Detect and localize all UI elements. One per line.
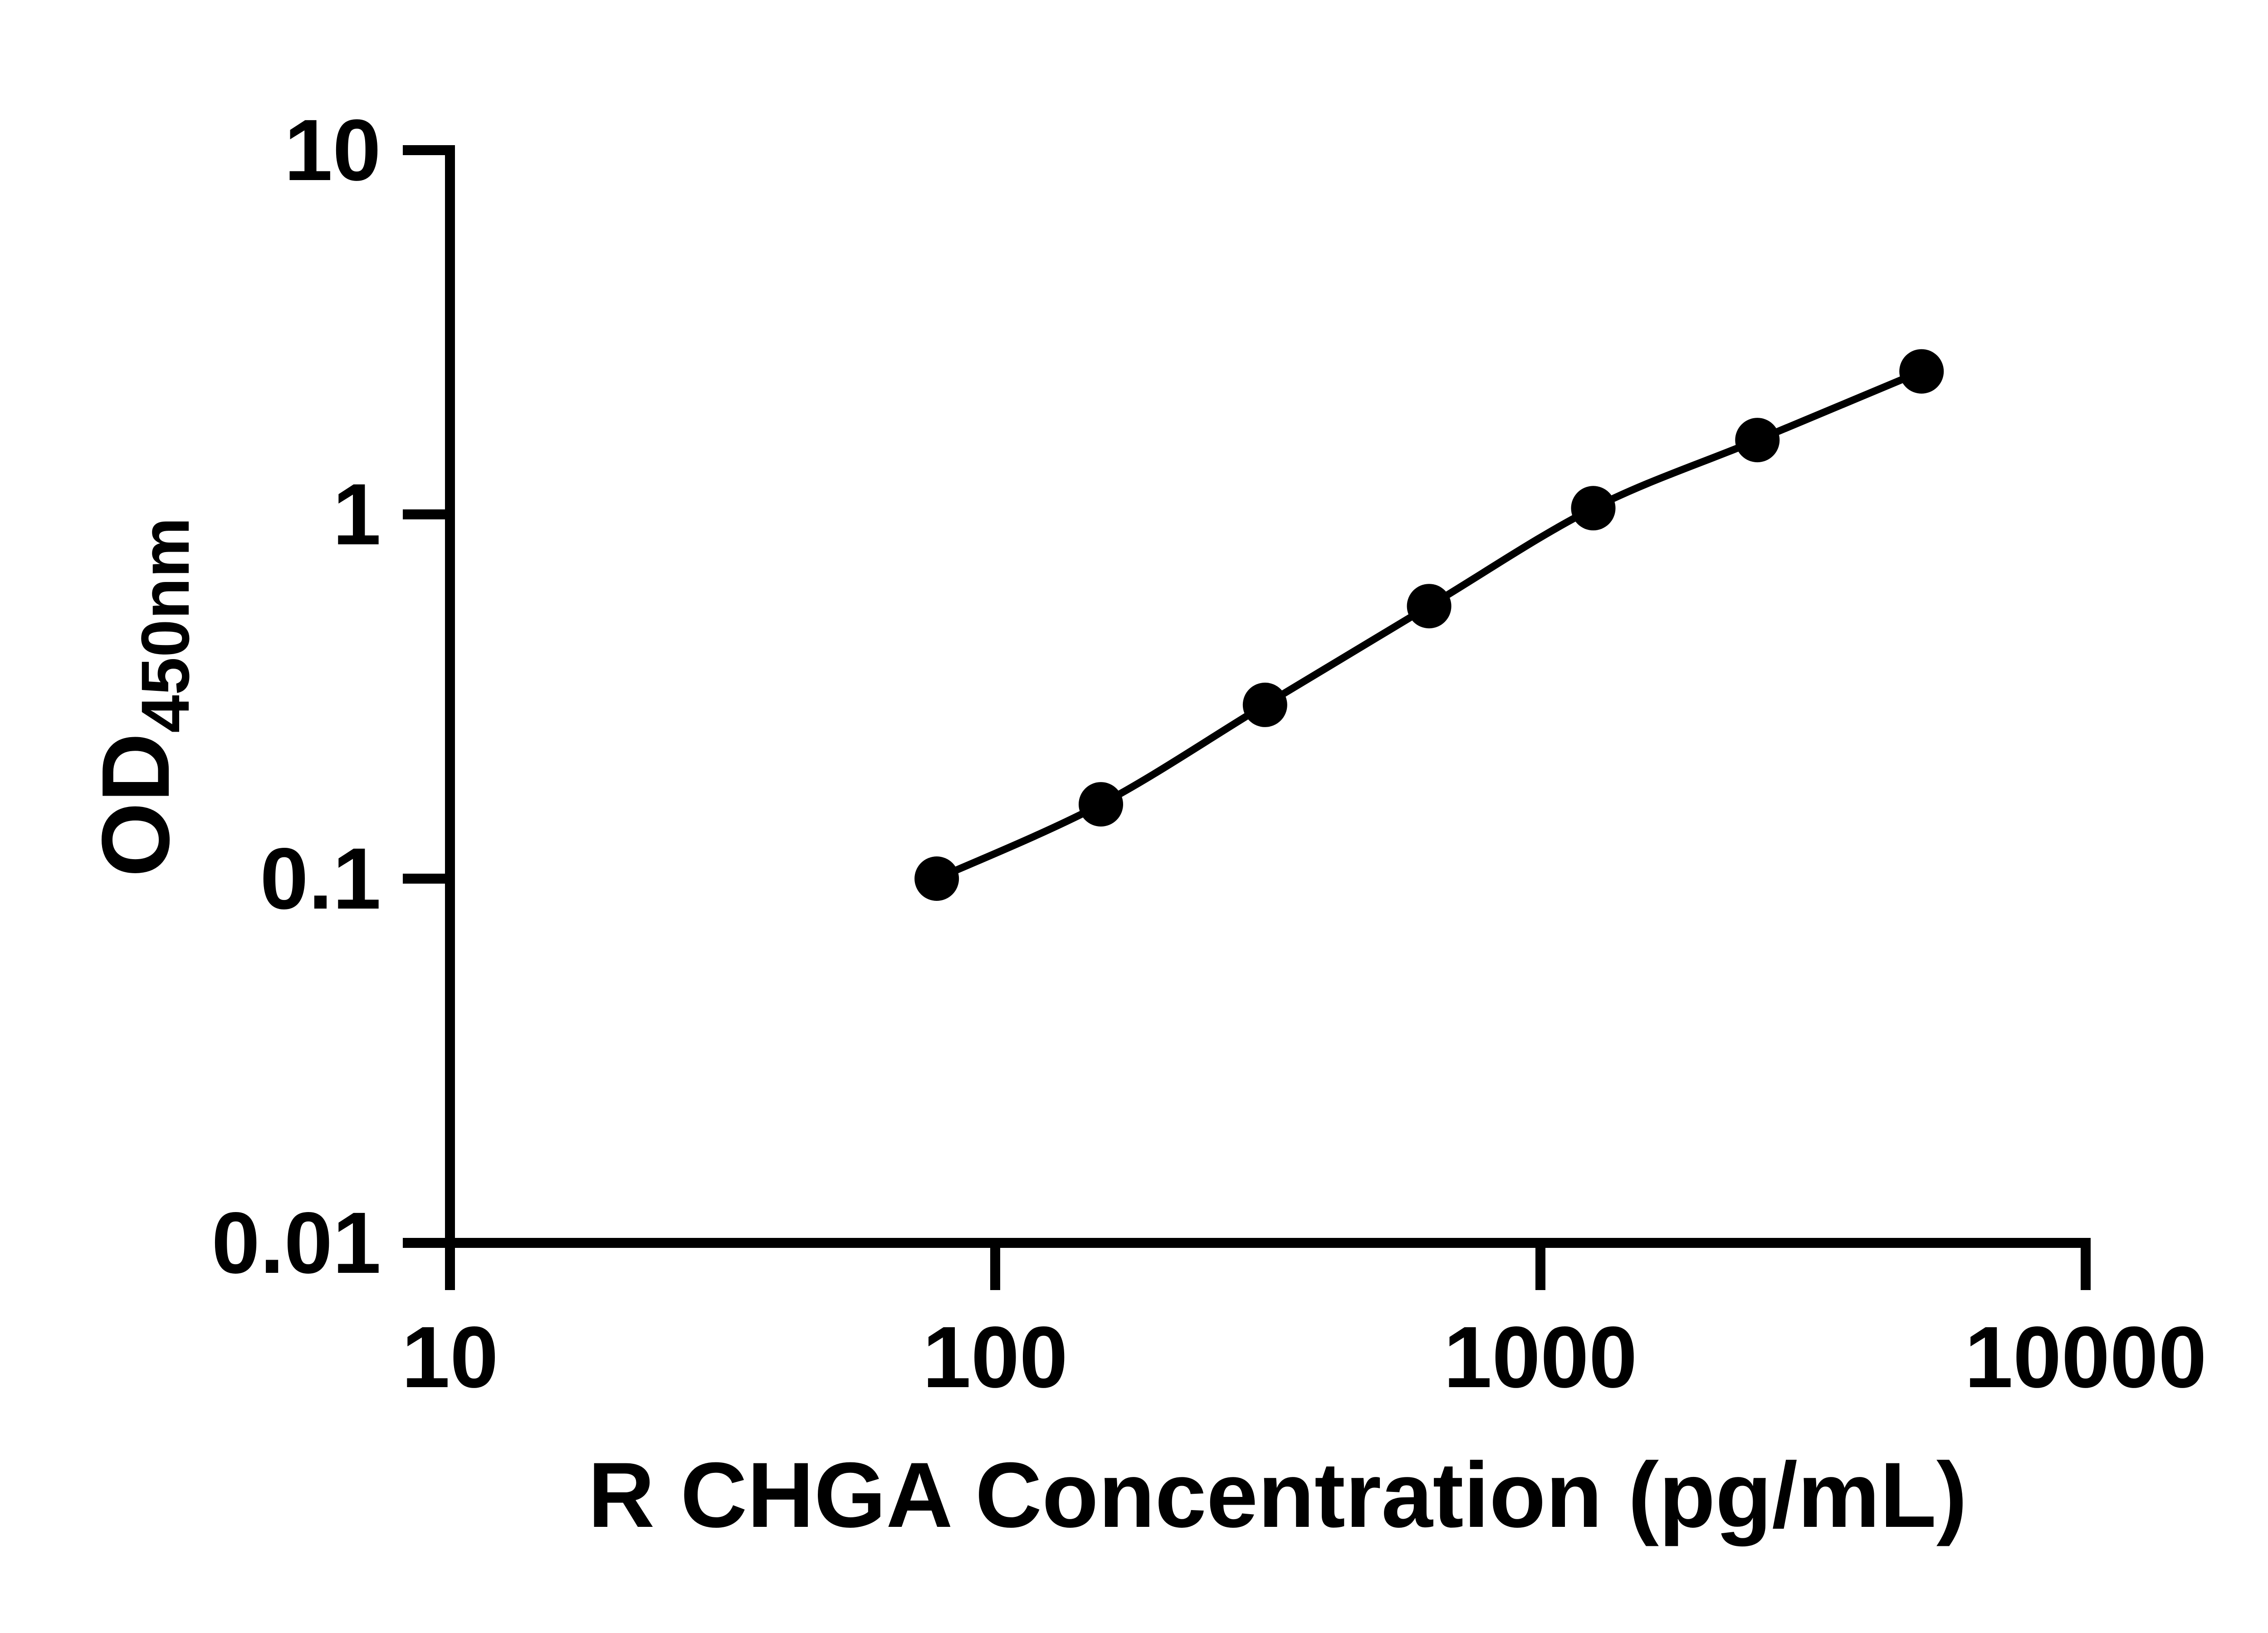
y-tick-label-0.01: 0.01 (211, 1194, 381, 1291)
data-point-156.25 (1079, 782, 1123, 827)
y-tick-label-1: 1 (332, 465, 381, 563)
data-point-625 (1407, 584, 1452, 629)
x-tick-label-10000: 10000 (1965, 1308, 2207, 1406)
data-point-312.5 (1242, 682, 1287, 727)
data-point-78.125 (914, 856, 959, 901)
y-axis-title: OD450nm (70, 244, 203, 1151)
x-tick-label-10: 10 (401, 1308, 499, 1406)
x-axis-title: R CHGA Concentration (pg/mL) (588, 1443, 1967, 1547)
y-tick-label-10: 10 (284, 101, 381, 199)
y-tick-label-0.1: 0.1 (260, 830, 381, 927)
x-tick-label-100: 100 (922, 1308, 1068, 1406)
data-point-1250 (1571, 486, 1616, 531)
data-points (914, 349, 1944, 901)
data-point-2500 (1735, 418, 1780, 463)
x-tick-label-1000: 1000 (1443, 1308, 1637, 1406)
axes (403, 145, 2091, 1290)
data-point-5000 (1899, 349, 1944, 394)
